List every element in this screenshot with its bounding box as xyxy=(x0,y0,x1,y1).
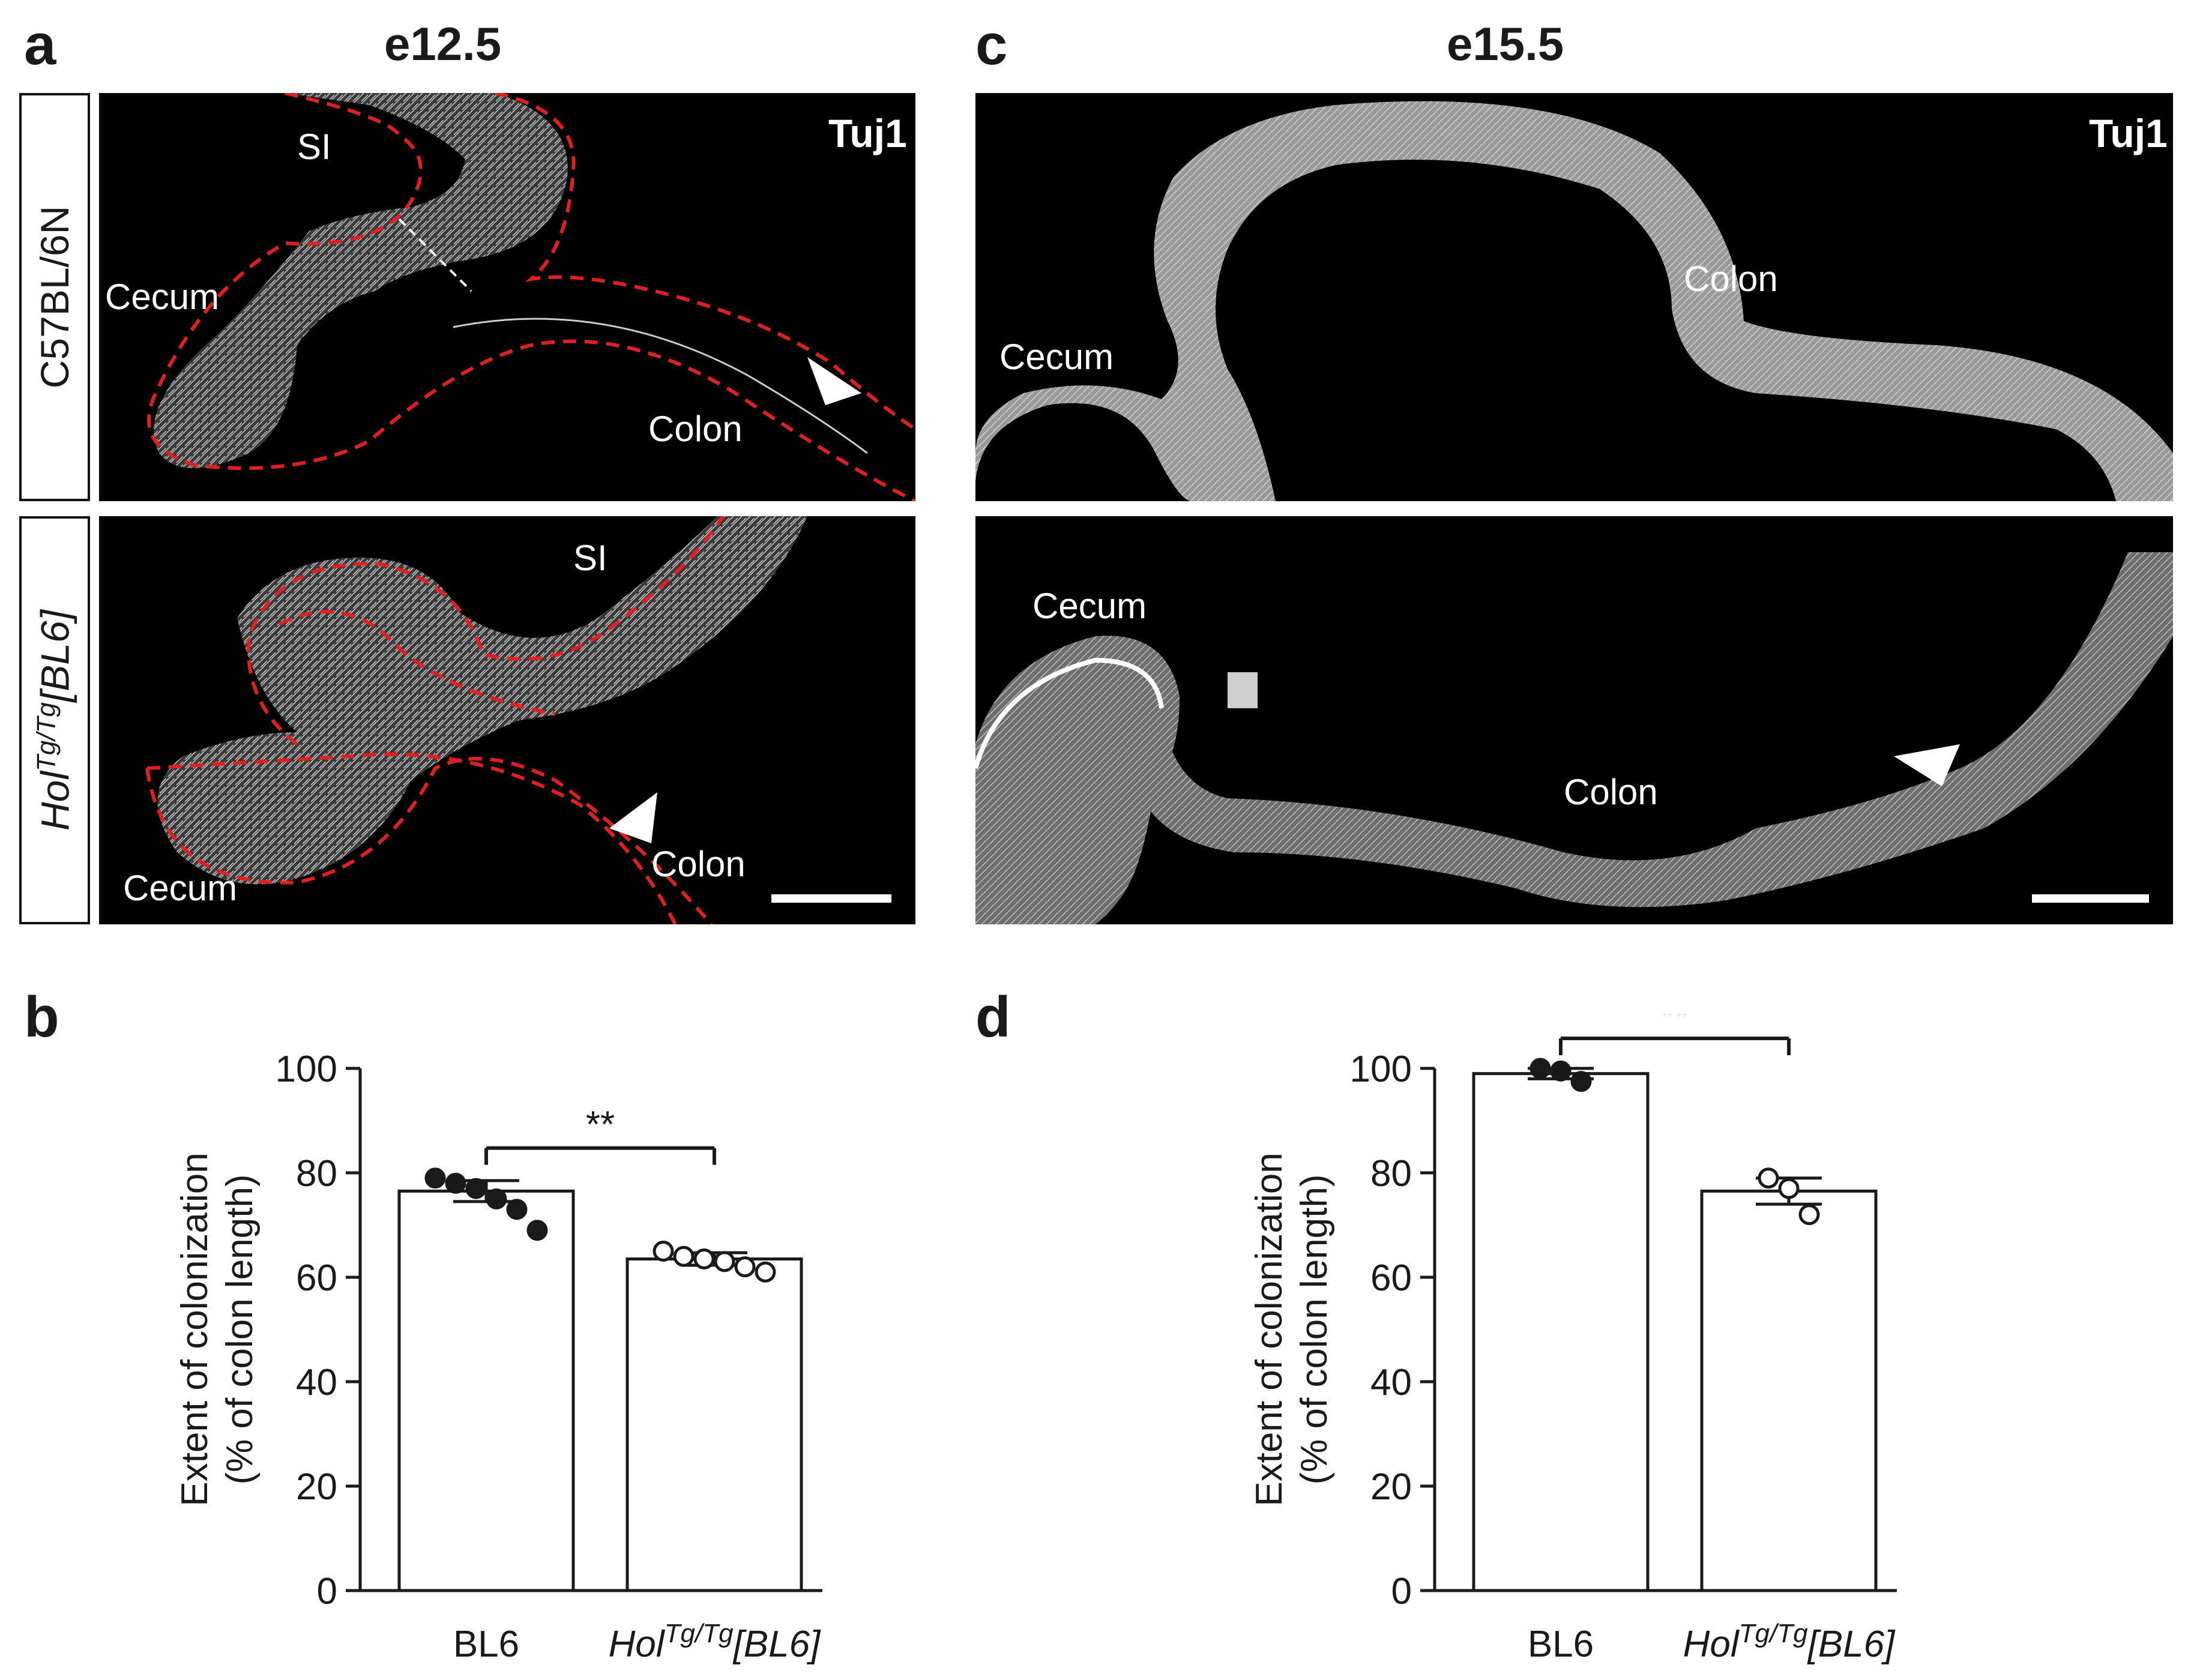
x-tick-label-sup: Tg/Tg xyxy=(1739,1619,1808,1648)
chart-d-svg: 0 20 40 60 80 100 Extent of colonization (% of … xyxy=(1249,1014,1897,1665)
stage-title-e12: e12.5 xyxy=(384,17,502,70)
outline-dashed xyxy=(147,93,915,501)
x-tick-label-0: BL6 xyxy=(453,1624,519,1665)
panel-letter-a: a xyxy=(24,13,56,77)
y-tick-label-80: 80 xyxy=(1370,1153,1412,1194)
panel-letter-c: c xyxy=(975,13,1008,77)
label-si: SI xyxy=(297,127,331,167)
data-point-1-5 xyxy=(755,1261,776,1283)
bar-HolTg/Tg[BL6] xyxy=(1700,1189,1878,1592)
y-tick-label-60: 60 xyxy=(1370,1257,1412,1299)
y-tick-label-0: 0 xyxy=(1391,1571,1412,1612)
outline-dashed-2 xyxy=(495,93,915,431)
chart-b-svg: 0 20 40 60 80 100 Extent of colonization (% of … xyxy=(174,1049,822,1665)
y-axis-label: Extent of colonization xyxy=(1249,1152,1290,1506)
significance-label: ** xyxy=(1660,1014,1689,1036)
data-point-0-0 xyxy=(1530,1058,1551,1079)
micrograph-a-mut-svg: SI Cecum Colon xyxy=(123,516,891,924)
label-colon: Colon xyxy=(1564,772,1658,812)
data-point-0-4 xyxy=(506,1199,528,1220)
y-tick-label-100: 100 xyxy=(276,1049,337,1090)
x-tick-label-1: HolTg/Tg[BL6] xyxy=(1683,1619,1896,1665)
panel-letter-b: b xyxy=(24,985,59,1049)
x-tick-label-0: BL6 xyxy=(1528,1624,1594,1665)
row-label-wt-text: C57BL/6N xyxy=(32,205,77,389)
micrograph-c-mut: Cecum Colon xyxy=(975,516,2173,924)
data-point-1-1 xyxy=(673,1245,695,1267)
data-point-1-0 xyxy=(1758,1167,1779,1189)
bar-BL6 xyxy=(1472,1072,1650,1592)
y-tick-label-60: 60 xyxy=(296,1257,337,1299)
data-point-1-3 xyxy=(714,1251,735,1272)
scale-bar xyxy=(2032,894,2149,903)
x-tick-label-tail: [BL6] xyxy=(1807,1624,1896,1665)
y-axis-label-units: (% of colon length) xyxy=(219,1175,261,1485)
data-point-0-5 xyxy=(526,1220,548,1241)
y-tick-label-20: 20 xyxy=(296,1466,337,1508)
data-point-1-2 xyxy=(693,1248,715,1270)
y-axis-label: Extent of colonization xyxy=(174,1152,215,1506)
panel-letter-d: d xyxy=(975,985,1011,1049)
bar-BL6 xyxy=(397,1189,575,1592)
micrograph-c-mut-svg: Cecum Colon xyxy=(975,552,2173,924)
x-tick-label-main: Hol xyxy=(609,1624,666,1665)
micrograph-c-wt: Cecum Colon Tuj1 xyxy=(975,93,2173,501)
label-colon: Colon xyxy=(648,409,743,449)
data-point-1-1 xyxy=(1778,1178,1800,1199)
y-tick-label-80: 80 xyxy=(296,1153,337,1194)
micrograph-a-mut: SI Cecum Colon xyxy=(99,516,915,924)
row-label-wt: C57BL/6N xyxy=(19,93,90,501)
gut-tissue xyxy=(157,516,808,885)
arrowhead xyxy=(609,792,657,843)
marker-label: Tuj1 xyxy=(2089,111,2168,155)
data-point-0-3 xyxy=(486,1188,507,1209)
outline-dashed xyxy=(247,516,725,746)
gut-tissue xyxy=(154,93,568,468)
colon-tissue xyxy=(975,101,2173,501)
bar-HolTg/Tg[BL6] xyxy=(625,1257,803,1592)
colon-tube xyxy=(1138,552,2173,908)
y-tick-label-0: 0 xyxy=(317,1571,337,1612)
micrograph-a-wt-svg: SI Cecum Colon Tuj1 xyxy=(105,93,915,501)
x-tick-label-tail: [BL6] xyxy=(732,1624,822,1665)
data-point-0-1 xyxy=(1550,1060,1572,1082)
data-point-1-0 xyxy=(652,1241,674,1262)
y-tick-label-40: 40 xyxy=(296,1362,337,1403)
micrograph-c-wt-svg: Cecum Colon Tuj1 xyxy=(975,101,2173,501)
x-tick-label-sup: Tg/Tg xyxy=(665,1619,734,1648)
row-label-mutant-text: HolTg/Tg[BL6] xyxy=(31,609,77,831)
micrograph-a-wt: SI Cecum Colon Tuj1 xyxy=(99,93,915,501)
row-label-mutant: HolTg/Tg[BL6] xyxy=(19,516,90,924)
y-tick-label-40: 40 xyxy=(1370,1362,1412,1403)
label-si: SI xyxy=(573,538,607,578)
data-point-0-2 xyxy=(1570,1071,1592,1092)
label-cecum: Cecum xyxy=(123,868,237,908)
y-tick-label-20: 20 xyxy=(1370,1466,1412,1508)
data-point-0-1 xyxy=(445,1172,466,1194)
chart-d: 0 20 40 60 80 100 Extent of colonization (% of … xyxy=(1177,1014,2017,1675)
label-cecum: Cecum xyxy=(105,277,219,317)
stage-title-e15: e15.5 xyxy=(1447,17,1564,70)
data-point-1-4 xyxy=(734,1256,756,1278)
label-colon: Colon xyxy=(1684,259,1778,299)
arrowhead xyxy=(807,357,861,405)
marker-label: Tuj1 xyxy=(828,111,907,155)
y-tick-label-100: 100 xyxy=(1350,1049,1412,1090)
arrowhead xyxy=(1894,744,1960,786)
x-tick-label-main: Hol xyxy=(1683,1624,1740,1665)
data-point-1-2 xyxy=(1798,1204,1820,1226)
label-cecum: Cecum xyxy=(999,337,1114,377)
significance-label: ** xyxy=(586,1104,615,1146)
x-tick-label-1: HolTg/Tg[BL6] xyxy=(609,1619,821,1665)
y-axis-label-units: (% of colon length) xyxy=(1294,1175,1335,1485)
label-colon: Colon xyxy=(651,844,746,884)
scale-bar xyxy=(771,894,891,903)
data-point-0-0 xyxy=(424,1167,446,1189)
colon-tissue xyxy=(975,636,1180,924)
label-cecum: Cecum xyxy=(1032,586,1147,626)
data-point-0-2 xyxy=(465,1178,487,1199)
chart-b: 0 20 40 60 80 100 Extent of colonization (% of … xyxy=(102,1014,942,1675)
